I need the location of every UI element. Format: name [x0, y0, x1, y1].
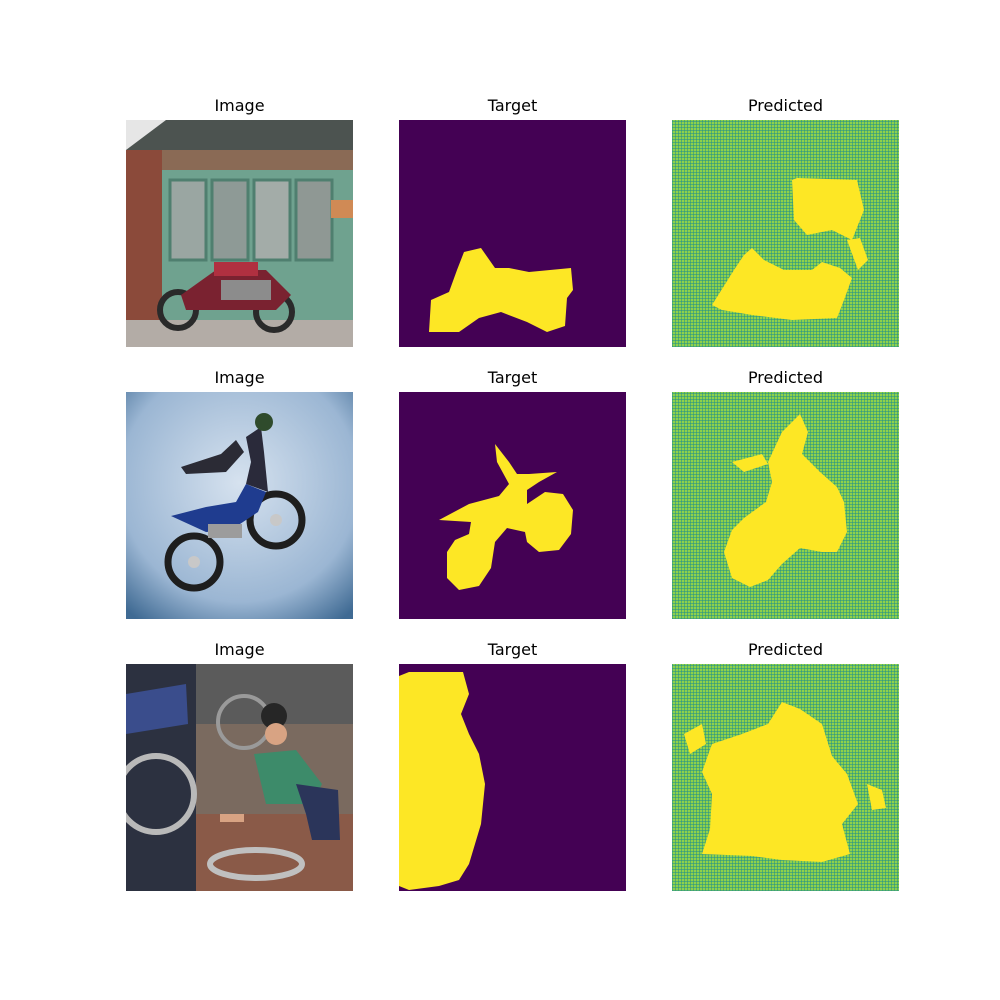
image-title-2: Image [214, 368, 265, 387]
image-panel-3 [126, 664, 353, 891]
target-title-1: Target [487, 96, 538, 115]
predicted-mask-2 [672, 392, 899, 619]
motocross-photo-2 [126, 392, 353, 619]
image-panel-2 [126, 392, 353, 619]
repair-photo-3 [126, 664, 353, 891]
target-title-2: Target [487, 368, 538, 387]
image-title-3: Image [214, 640, 265, 659]
target-mask-1 [399, 120, 626, 347]
predicted-title-3: Predicted [747, 640, 824, 659]
predicted-title-1: Predicted [747, 96, 824, 115]
predicted-mask-1 [672, 120, 899, 347]
image-title-1: Image [214, 96, 265, 115]
motorcycle-photo-1 [126, 120, 353, 347]
target-mask-2 [399, 392, 626, 619]
predicted-mask-3 [672, 664, 899, 891]
target-mask-3 [399, 664, 626, 891]
target-title-3: Target [487, 640, 538, 659]
predicted-title-2: Predicted [747, 368, 824, 387]
image-panel-1 [126, 120, 353, 347]
